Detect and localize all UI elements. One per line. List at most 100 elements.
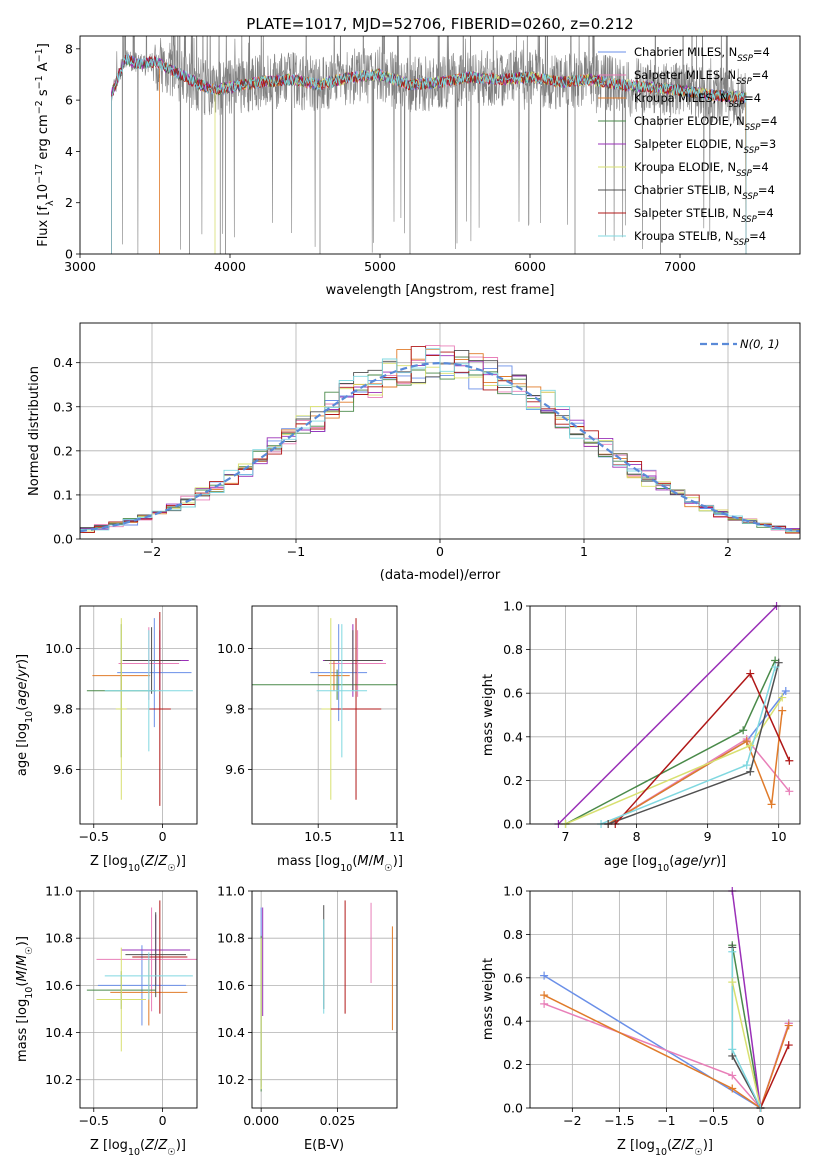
spectrum-ylabel-part: ]: [36, 43, 51, 48]
mass-vs-Z-xlabel-part: Z [log: [90, 1138, 128, 1153]
weight_vs_Z-series-line: [731, 981, 762, 1108]
legend-entry-suffix: =4: [744, 91, 761, 105]
weight-vs-age-xlabel-part: age: [674, 854, 698, 869]
spectrum-ylabel-part: −1: [34, 48, 45, 62]
legend-entry-text: Kroupa STELIB, N: [634, 229, 734, 243]
legend-entry: Kroupa MILES, NSSP=4: [634, 91, 761, 110]
residuals-ytick-label: 0.1: [53, 487, 73, 502]
residuals-ylabel: Normed distribution: [27, 366, 42, 496]
weight-vs-Z-xlabel-part: (: [667, 1138, 672, 1153]
mass-vs-Z-ylabel-part: mass [log: [15, 999, 30, 1062]
spectrum-panel: 3000 4000 5000 6000 7000 0 2 4 6 8 wavelength [Ang…: [64, 35, 801, 298]
spectrum-xtick-label: 3000: [64, 259, 96, 274]
weight-vs-age-xlabel-part: )]: [716, 854, 726, 869]
spectrum-xtick-label: 4000: [214, 259, 246, 274]
residuals-panel: −2 −1 0 1 2 0.0 0.1 0.2 0.3 0.4 (data-model)/error…: [53, 322, 801, 583]
age_vs_Z-ytick-label: 9.6: [53, 762, 73, 777]
weight_vs_Z-frame: [529, 890, 801, 1109]
weight_vs_age-xtick-label: 8: [633, 829, 641, 844]
weight-vs-Z-xlabel-part: 10: [655, 1147, 667, 1158]
weight_vs_age-frame: [529, 605, 801, 825]
weight_vs_Z-ytick-label: 0.8: [503, 927, 523, 942]
legend-entry: Salpeter ELODIE, NSSP=3: [634, 137, 776, 156]
weight_vs_Z-ytick-label: 0.2: [503, 1057, 523, 1072]
weight-vs-Z-xlabel-part: /: [681, 1138, 686, 1153]
weight_vs_age-ytick-label: 0.2: [503, 773, 523, 788]
legend-entry-text: Salpeter MILES, N: [634, 68, 736, 82]
weight_vs_age-series-line: [607, 690, 787, 824]
spectrum-model-line: [111, 54, 747, 254]
weight_vs_age-point-marker: [767, 800, 776, 809]
spectrum-ylabel-part: Flux [f: [36, 206, 51, 247]
weight_vs_Z-xtick-label: −1: [657, 1113, 675, 1128]
legend-entry-suffix: =4: [758, 183, 775, 197]
mass-vs-Z-ylabel-part: /: [15, 965, 30, 970]
legend-entry: Salpeter STELIB, NSSP=4: [634, 206, 774, 225]
age_vs_Z-xtick-label: −0.5: [79, 829, 109, 844]
spectrum-xtick-label: 6000: [514, 259, 546, 274]
weight_vs_Z-point-marker: [728, 947, 737, 956]
weight_vs_age-plot-area: [530, 606, 800, 824]
legend-entry-suffix: =3: [759, 137, 776, 151]
mass-vs-Z-xlabel-part: Z: [157, 1138, 168, 1153]
weight_vs_age-ytick-label: 0.8: [503, 642, 523, 657]
age-vs-mass-xlabel-part: 10: [340, 863, 352, 874]
weight_vs_Z-series-line: [759, 1044, 790, 1108]
weight-vs-Z-xlabel-part: Z [log: [617, 1138, 655, 1153]
spectrum-frame: [79, 35, 801, 255]
weight-vs-age-xlabel-part: yr: [702, 854, 718, 869]
legend-entry: Chabrier MILES, NSSP=4: [634, 45, 770, 64]
mass_vs_Z-ytick-label: 10.8: [45, 931, 73, 946]
weight_vs_age-xtick-label: 10: [771, 829, 787, 844]
mass_vs_Z-ytick-label: 10.6: [45, 978, 73, 993]
mass-vs-Z-ylabel-part: 10: [24, 987, 35, 999]
age-vs-Z-xlabel-part: )]: [176, 854, 186, 869]
weight_vs_Z-xtick-label: −2: [563, 1113, 581, 1128]
residuals-frame: [79, 322, 801, 540]
residuals-xtick-label: 2: [724, 544, 732, 559]
weight_vs_age-point-marker: [785, 756, 794, 765]
legend-entry-sub: SSP: [741, 215, 757, 225]
age-vs-mass-xlabel-part: (: [352, 854, 357, 869]
legend-entry-suffix: =4: [753, 45, 770, 59]
weight_vs_age-point-marker: [739, 726, 748, 735]
residuals-ytick-label: 0.3: [53, 399, 73, 414]
weight_vs_Z-ytick-label: 0.0: [503, 1101, 523, 1116]
age-vs-mass-xlabel-part: M: [373, 854, 384, 869]
spectrum-ylabel-part: 10: [36, 184, 51, 201]
age_vs_mass-ytick-label: 9.6: [225, 762, 245, 777]
legend-entry-text: Salpeter ELODIE, N: [634, 137, 744, 151]
mass_vs_ebv-ytick-label: 10.6: [217, 978, 245, 993]
legend-entry-sub: SSP: [736, 169, 752, 179]
weight_vs_age-ytick-label: 0.6: [503, 686, 523, 701]
weight_vs_Z-point-marker: [728, 978, 737, 987]
weight_vs_Z-series-line: [731, 945, 762, 1108]
spectrum-ylabel-part: −17: [34, 164, 45, 184]
mass-vs-Z-xlabel-part: )]: [176, 1138, 186, 1153]
residuals-ylabel-part: Normed distribution: [27, 366, 42, 496]
weight_vs_age-ytick-label: 0.4: [503, 729, 523, 744]
mass_vs_Z-xtick-label: 0: [159, 1113, 167, 1128]
age-vs-Z-xlabel-part: ☉: [167, 863, 176, 874]
residuals-plot-area: [80, 323, 800, 539]
age-vs-Z-ylabel-part: )]: [15, 654, 30, 664]
weight_vs_Z-point-marker: [728, 1071, 737, 1080]
weight_vs_age-xtick-label: 9: [704, 829, 712, 844]
age_vs_mass-ytick-label: 9.8: [225, 701, 245, 716]
weight_vs_Z-plot-area: [530, 891, 800, 1108]
weight_vs_age-point-marker: [742, 761, 751, 770]
age_vs_Z-plot-area: [80, 606, 197, 824]
legend-entry: Chabrier STELIB, NSSP=4: [634, 183, 775, 202]
legend-entry-text: Chabrier STELIB, N: [634, 183, 742, 197]
weight_vs_Z-point-marker: [784, 1021, 793, 1030]
mass_vs_ebv-ytick-label: 10.2: [217, 1072, 245, 1087]
weight_vs_age-series-line: [557, 606, 778, 824]
age-vs-Z-ylabel-part: age: [15, 681, 30, 705]
weight_vs_Z-ytick-label: 0.6: [503, 970, 523, 985]
legend-entry-text: Chabrier MILES, N: [634, 45, 737, 59]
mass_vs_ebv-ytick-label: 10.4: [217, 1025, 245, 1040]
spectrum-xlabel-part: wavelength [Angstrom, rest frame]: [326, 283, 555, 298]
